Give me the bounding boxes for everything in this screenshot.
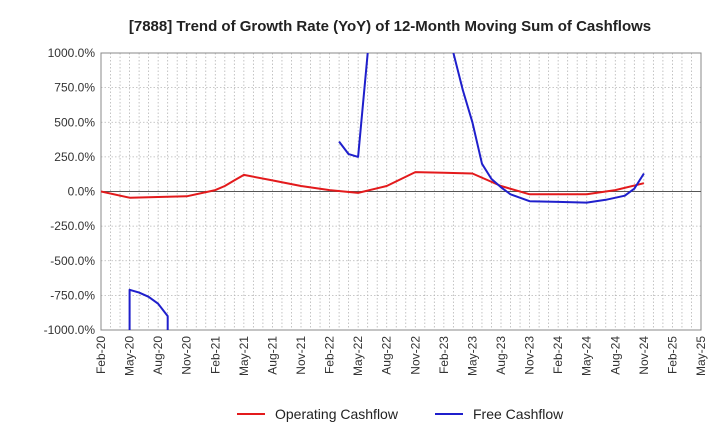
legend-label-operating-cashflow: Operating Cashflow xyxy=(275,406,399,422)
x-tick-label: Nov-21 xyxy=(294,336,308,375)
x-tick-label: Feb-21 xyxy=(208,336,222,374)
y-tick-label: 0.0% xyxy=(68,185,96,199)
x-tick-label: Aug-24 xyxy=(608,336,622,375)
legend-label-free-cashflow: Free Cashflow xyxy=(473,406,564,422)
x-tick-label: Aug-20 xyxy=(151,336,165,375)
x-tick-label: May-24 xyxy=(580,336,594,376)
y-tick-label: -500.0% xyxy=(50,254,95,268)
x-tick-label: May-23 xyxy=(465,336,479,376)
series-lines xyxy=(101,53,645,330)
x-tick-label: Aug-23 xyxy=(494,336,508,375)
y-tick-label: 250.0% xyxy=(54,150,95,164)
series-line-operating-cashflow xyxy=(101,171,645,199)
grid-lines xyxy=(101,53,701,330)
y-tick-label: -750.0% xyxy=(50,288,95,302)
y-tick-label: -250.0% xyxy=(50,219,95,233)
x-tick-label: Feb-23 xyxy=(437,336,451,374)
y-tick-label: 1000.0% xyxy=(48,46,96,60)
x-tick-label: Nov-20 xyxy=(180,336,194,375)
series-line-free-cashflow xyxy=(452,53,645,204)
x-tick-label: Feb-25 xyxy=(665,336,679,374)
x-tick-label: Feb-20 xyxy=(94,336,108,374)
x-axis-ticks: Feb-20 May-20 Aug-20 Nov-20 Feb-21 May-21 Aug-… xyxy=(94,336,708,376)
chart-title: [7888] Trend of Growth Rate (YoY) of 12-… xyxy=(129,18,651,35)
x-tick-label: May-25 xyxy=(694,336,708,376)
x-tick-label: Nov-23 xyxy=(523,336,537,375)
y-tick-label: 750.0% xyxy=(54,81,95,95)
x-tick-label: Nov-24 xyxy=(637,336,651,375)
y-tick-label: -1000.0% xyxy=(44,323,96,337)
x-tick-label: Aug-22 xyxy=(380,336,394,375)
series-line-free-cashflow xyxy=(338,53,369,158)
x-tick-label: Aug-21 xyxy=(265,336,279,375)
x-tick-label: May-22 xyxy=(351,336,365,376)
x-tick-label: May-21 xyxy=(237,336,251,376)
legend: Operating Cashflow Free Cashflow xyxy=(237,406,564,422)
x-tick-label: Nov-22 xyxy=(408,336,422,375)
x-tick-label: Feb-22 xyxy=(323,336,337,374)
x-tick-label: May-20 xyxy=(123,336,137,376)
y-tick-label: 500.0% xyxy=(54,115,95,129)
series-line-free-cashflow xyxy=(128,288,169,330)
y-axis-ticks: 1000.0% 750.0% 500.0% 250.0% 0.0% -250.0% -500… xyxy=(44,46,96,337)
x-tick-label: Feb-24 xyxy=(551,336,565,374)
